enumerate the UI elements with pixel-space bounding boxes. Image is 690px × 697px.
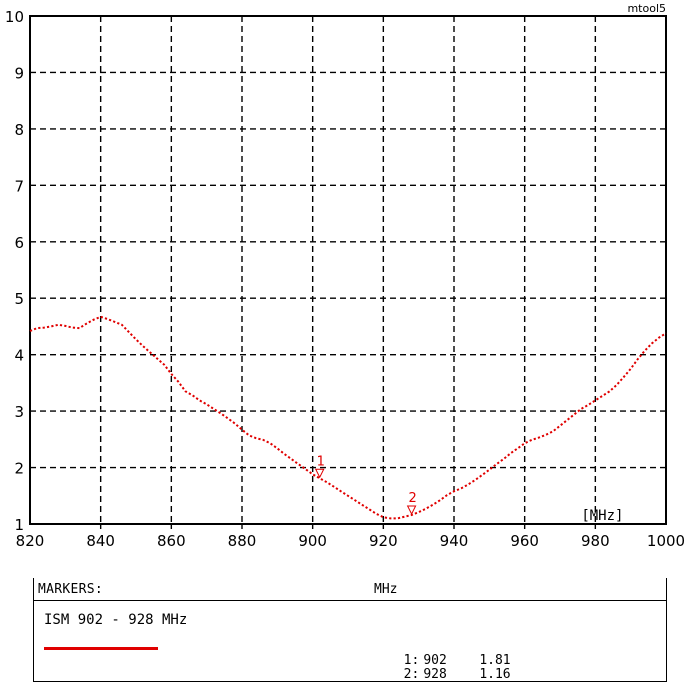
marker-row-2: 2: 928 1.16 — [360, 652, 529, 697]
data-series — [29, 315, 667, 520]
x-tick-label: 920 — [369, 532, 398, 550]
x-tick-label: 860 — [157, 532, 186, 550]
marker-triangle-icon — [314, 468, 325, 479]
y-tick-label: 10 — [5, 8, 24, 26]
chart-tag: mtool5 — [627, 2, 666, 15]
x-tick-label: 840 — [86, 532, 115, 550]
y-axis-ticks: 1 2 3 4 5 6 7 8 9 10 — [5, 8, 24, 534]
x-tick-label: 980 — [581, 532, 610, 550]
x-tick-label: 940 — [440, 532, 469, 550]
x-axis-ticks: 820 840 860 880 900 920 940 960 980 1000 — [16, 524, 685, 550]
marker-row-value: 1.16 — [479, 667, 511, 682]
band-label: ISM 902 - 928 MHz — [44, 612, 188, 628]
series-line — [29, 315, 667, 520]
plot-frame — [29, 15, 667, 525]
y-tick-label: 8 — [14, 121, 24, 139]
y-tick-label: 4 — [14, 347, 24, 365]
marker-row-1: 1: 902 1.81 — [360, 638, 529, 683]
y-tick-label: 2 — [14, 460, 24, 478]
marker-number: 2 — [408, 491, 416, 506]
markers-header: MARKERS: MHz — [34, 578, 666, 601]
y-tick-label: 7 — [14, 177, 24, 195]
legend-line-swatch — [44, 647, 158, 650]
y-tick-label: 3 — [14, 403, 24, 421]
marker-number: 1 — [317, 454, 325, 469]
marker-triangle-icon — [406, 505, 417, 516]
marker-row-id: 2: — [403, 667, 420, 682]
x-tick-label: 820 — [16, 532, 45, 550]
markers-unit: MHz — [374, 582, 398, 597]
y-tick-label: 9 — [14, 64, 24, 82]
marker-2: 2 — [406, 491, 417, 516]
chart-markers: 12 — [314, 454, 417, 516]
x-unit-label: [MHz] — [581, 508, 623, 524]
y-tick-label: 6 — [14, 234, 24, 252]
y-tick-label: 1 — [14, 516, 24, 534]
x-tick-label: 880 — [228, 532, 257, 550]
marker-row-id: 1: — [403, 653, 420, 668]
vswr-chart: 820 840 860 880 900 920 940 960 980 1000 12345678… — [5, 2, 685, 550]
marker-row-freq: 928 — [423, 667, 447, 682]
marker-row-freq: 902 — [423, 653, 447, 668]
marker-row-value: 1.81 — [479, 653, 511, 668]
x-tick-label: 960 — [510, 532, 539, 550]
chart-grid — [30, 16, 666, 524]
markers-title: MARKERS: — [38, 582, 104, 597]
x-tick-label: 1000 — [647, 532, 685, 550]
x-tick-label: 900 — [298, 532, 327, 550]
marker-1: 1 — [314, 454, 325, 479]
markers-panel: MARKERS: MHz ISM 902 - 928 MHz 1: 902 1.81… — [33, 578, 667, 682]
y-tick-label: 5 — [14, 290, 24, 308]
